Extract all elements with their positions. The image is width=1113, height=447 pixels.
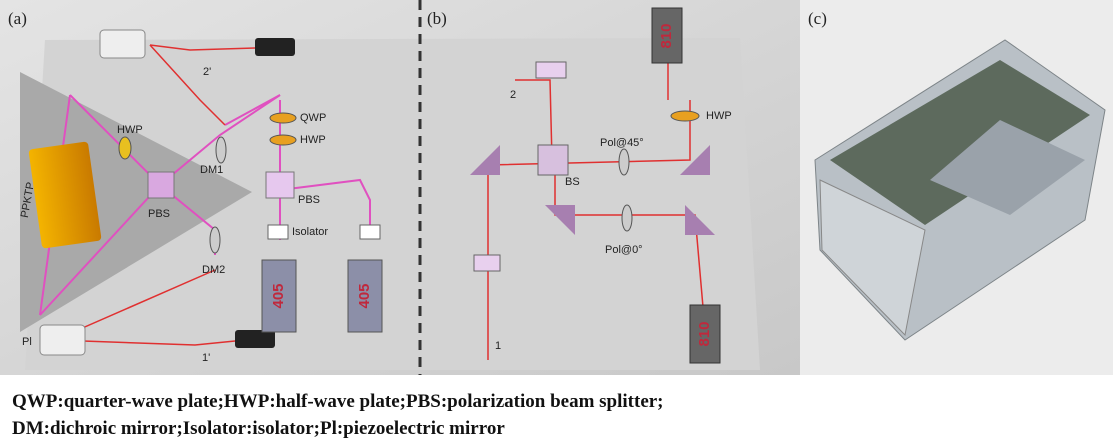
pol45 bbox=[619, 149, 629, 175]
label: HWP bbox=[706, 110, 732, 122]
dm2 bbox=[210, 227, 220, 253]
mirror-b-bottom bbox=[474, 255, 500, 271]
detector-top bbox=[255, 38, 295, 56]
label: 1' bbox=[202, 352, 210, 364]
label: PBS bbox=[148, 208, 170, 220]
isolator-2 bbox=[360, 225, 380, 239]
pol0 bbox=[622, 205, 632, 231]
isolator-1 bbox=[268, 225, 288, 239]
label: 1 bbox=[495, 340, 501, 352]
page: (a) (b) (c) 2' QWP HWP HWP DM1 PPKTP PBS… bbox=[0, 0, 1113, 447]
panel-label: (a) bbox=[8, 9, 27, 28]
label: Pol@45° bbox=[600, 137, 644, 149]
label: DM1 bbox=[200, 164, 223, 176]
panel-label: (c) bbox=[808, 9, 827, 28]
pbs-a2 bbox=[266, 172, 294, 198]
pi-mirror-top bbox=[100, 30, 145, 58]
label: 2' bbox=[203, 66, 211, 78]
hwp-b bbox=[671, 111, 699, 121]
label: Pl bbox=[22, 336, 32, 348]
detector-bottom bbox=[235, 330, 275, 348]
pi-mirror-bottom bbox=[40, 325, 85, 355]
figure: (a) (b) (c) 2' QWP HWP HWP DM1 PPKTP PBS… bbox=[0, 0, 1113, 378]
pbs-a1 bbox=[148, 172, 174, 198]
label: 405 bbox=[270, 283, 287, 308]
caption-line: DM:dichroic mirror;Isolator:isolator;Pl:… bbox=[12, 418, 505, 440]
panel-label: (b) bbox=[427, 9, 447, 28]
label: 2 bbox=[510, 89, 516, 101]
label: BS bbox=[565, 176, 580, 188]
label: 810 bbox=[658, 23, 675, 48]
label: 810 bbox=[696, 321, 713, 346]
bs bbox=[538, 145, 568, 175]
dm1 bbox=[216, 137, 226, 163]
label: HWP bbox=[300, 134, 326, 146]
label: DM2 bbox=[202, 264, 225, 276]
label: PBS bbox=[298, 194, 320, 206]
label: 405 bbox=[356, 283, 373, 308]
label: HWP bbox=[117, 124, 143, 136]
mirror-b-top bbox=[536, 62, 566, 78]
hwp-a bbox=[270, 135, 296, 145]
label: QWP bbox=[300, 112, 326, 124]
qwp bbox=[270, 113, 296, 123]
caption-line: QWP:quarter-wave plate;HWP:half-wave pla… bbox=[12, 391, 664, 413]
hwp-a2 bbox=[119, 137, 131, 159]
label: Isolator bbox=[292, 226, 328, 238]
label: Pol@0° bbox=[605, 244, 643, 256]
